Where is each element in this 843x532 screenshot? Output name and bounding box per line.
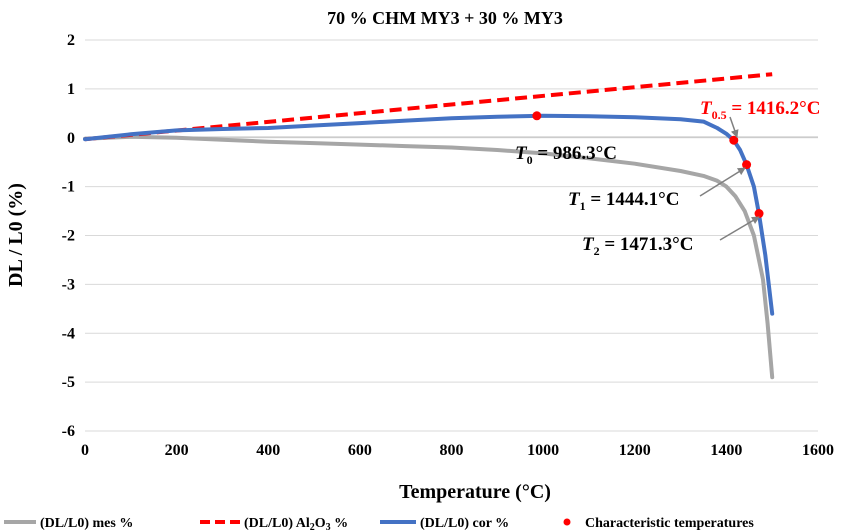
x-tick-label: 1000	[527, 442, 559, 459]
series-line-mes	[83, 134, 775, 380]
y-tick-label: -4	[62, 325, 75, 342]
annotation-t2: T2 = 1471.3°C	[582, 234, 694, 258]
legend: (DL/L0) mes % (DL/L0) Al2O3 % (DL/L0) co…	[4, 516, 754, 532]
y-tick-label: -3	[62, 276, 75, 293]
x-tick-label: 1200	[619, 442, 651, 459]
characteristic-point	[742, 160, 752, 170]
chart-title: 70 % CHM MY3 + 30 % MY3	[327, 8, 563, 28]
y-tick-label: 1	[67, 81, 75, 98]
x-tick-label: 1400	[710, 442, 742, 459]
x-tick-label: 1600	[802, 442, 834, 459]
legend-label-al2o3: (DL/L0) Al2O3 %	[244, 516, 348, 532]
legend-label-points: Characteristic temperatures	[585, 516, 754, 531]
y-tick-labels: 2 1 0 -1 -2 -3 -4 -5 -6	[62, 32, 75, 440]
y-tick-label: -1	[62, 179, 75, 196]
characteristic-point	[754, 209, 764, 219]
series-lines	[83, 72, 775, 380]
x-tick-labels: 0 200 400 600 800 1000 1200 1400 1600	[81, 442, 834, 459]
y-tick-label: -2	[62, 228, 75, 245]
y-axis-label: DL / L0 (%)	[5, 183, 27, 287]
annotation-arrow-t2	[719, 216, 760, 241]
x-tick-label: 0	[81, 442, 89, 459]
annotation-arrow-t1	[699, 167, 746, 197]
annotation-t1: T1 = 1444.1°C	[568, 189, 680, 213]
y-tick-label: -6	[62, 423, 75, 440]
annotation-t0: T0 = 986.3°C	[515, 143, 617, 167]
characteristic-point	[532, 111, 542, 121]
x-tick-label: 400	[256, 442, 280, 459]
characteristic-point	[729, 135, 739, 145]
annotation-arrow-t05	[729, 116, 739, 138]
legend-label-cor: (DL/L0) cor %	[420, 516, 509, 531]
x-axis-label: Temperature (°C)	[399, 481, 551, 503]
legend-swatch-points	[563, 518, 571, 526]
y-tick-label: 0	[67, 130, 75, 147]
y-tick-label: -5	[62, 374, 75, 391]
y-tick-label: 2	[67, 32, 75, 49]
x-tick-label: 200	[165, 442, 189, 459]
x-tick-label: 600	[348, 442, 372, 459]
annotation-t05: T0.5 = 1416.2°C	[700, 98, 821, 122]
x-tick-label: 800	[440, 442, 464, 459]
legend-label-mes: (DL/L0) mes %	[40, 516, 133, 531]
